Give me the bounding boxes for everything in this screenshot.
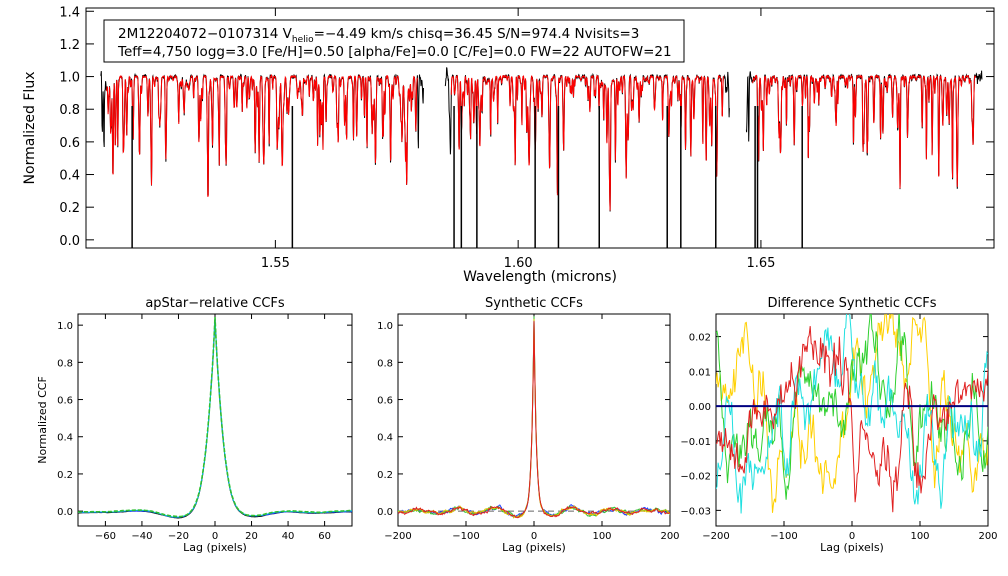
apstar-ccf-title: apStar−relative CCFs — [145, 296, 285, 311]
spectrum-axes: 1.55 1.60 1.65 0.0 0.2 0.4 0.6 0.8 1.0 1.2 1.4 Wave… — [22, 5, 995, 285]
synthetic-ccf-xtick-label: −100 — [452, 531, 479, 542]
synthetic-ccf-ytick-label: 0.8 — [377, 358, 393, 369]
difference-ccf-line — [716, 314, 988, 514]
apstar-ccf-ytick-label: 0.4 — [57, 433, 73, 444]
difference-ccf-xtick-label: −100 — [770, 531, 797, 542]
synthetic-ccf-title: Synthetic CCFs — [485, 296, 583, 311]
spectrum-ytick-label: 0.0 — [59, 234, 80, 249]
apstar-ccf-line — [78, 318, 352, 519]
spectrum-ytick-label: 1.2 — [59, 38, 80, 53]
spectrum-ytick-label: 0.4 — [59, 169, 80, 184]
spectrum-ytick-label: 0.2 — [59, 201, 80, 216]
apstar-ccf-axes: −60 −40 −20 0 20 40 60 0.0 0.2 0.4 0.6 0.8 1.0 Lag (p… — [36, 296, 353, 554]
spectrum-synthetic-line — [450, 73, 724, 211]
difference-ccf-line — [716, 314, 988, 513]
difference-ccf-ytick-label: −0.01 — [680, 437, 711, 448]
info-line-2: Teff=4,750 logg=3.0 [Fe/H]=0.50 [alpha/F… — [117, 44, 672, 60]
synthetic-ccf-xtick-label: −200 — [384, 531, 411, 542]
difference-ccf-line — [716, 314, 988, 500]
synthetic-ccf-xlabel: Lag (pixels) — [502, 541, 566, 554]
synthetic-ccf-ytick-label: 0.4 — [377, 433, 393, 444]
synthetic-ccf-line — [398, 321, 670, 519]
synthetic-ccf-ytick-label: 0.2 — [377, 470, 393, 481]
spectrum-ytick-label: 1.4 — [59, 5, 80, 20]
difference-ccf-xtick-label: 0 — [849, 531, 855, 542]
spectrum-ytick-label: 0.6 — [59, 136, 80, 151]
difference-ccf-xtick-label: −200 — [702, 531, 729, 542]
spectrum-synthetic-line — [752, 73, 977, 189]
apstar-ccf-xtick-label: 60 — [318, 531, 331, 542]
apstar-ccf-xtick-label: −40 — [131, 531, 152, 542]
spectrum-synthetic-line — [106, 73, 418, 197]
difference-ccf-line — [716, 326, 988, 513]
apstar-ccf-frame — [77, 313, 353, 527]
apstar-ccf-ytick-label: 1.0 — [57, 321, 73, 332]
apstar-ccf-xtick-label: 0 — [212, 531, 218, 542]
apstar-ccf-ytick-label: 0.8 — [57, 358, 73, 369]
spectrum-xtick-label: 1.65 — [746, 256, 775, 271]
spectrum-frame — [85, 7, 995, 249]
info-vhelio-subscript: helio — [292, 35, 314, 45]
difference-ccf-ytick-label: 0.02 — [689, 333, 711, 344]
info-vhelio-value: =−4.49 km/s chisq=36.45 S/N=974.4 Nvisit… — [314, 26, 640, 42]
apstar-ccf-ytick-label: 0.0 — [57, 507, 73, 518]
difference-ccf-ytick-label: −0.02 — [680, 472, 711, 483]
difference-ccf-axes: −200 −100 0 100 200 −0.03 −0.02 −0.01 0.00 0.01 0.… — [680, 296, 997, 554]
difference-ccf-xtick-label: 100 — [910, 531, 929, 542]
synthetic-plot-area — [398, 316, 670, 519]
apstar-ccf-xlabel: Lag (pixels) — [183, 541, 247, 554]
spectrum-ytick-label: 0.8 — [59, 103, 80, 118]
spectrum-xlabel: Wavelength (microns) — [463, 269, 617, 285]
apstar-ccf-ylabel: Normalized CCF — [36, 376, 49, 464]
info-line-1: 2M12204072−0107314 Vhelio=−4.49 km/s chi… — [118, 26, 639, 45]
apstar-plot-area — [78, 316, 352, 519]
synthetic-ccf-xtick-label: 100 — [592, 531, 611, 542]
info-box-frame — [103, 19, 685, 63]
synthetic-ccf-ytick-label: 0.0 — [377, 507, 393, 518]
difference-ccf-ytick-label: −0.03 — [680, 506, 711, 517]
apstar-ccf-line — [78, 317, 352, 518]
spectrum-ytick-label: 1.0 — [59, 71, 80, 86]
spectrum-plot-area — [100, 67, 983, 248]
difference-ccf-title: Difference Synthetic CCFs — [767, 296, 936, 311]
apstar-ccf-ytick-label: 0.6 — [57, 396, 73, 407]
apstar-ccf-ytick-label: 0.2 — [57, 470, 73, 481]
apstar-ccf-line — [78, 317, 352, 518]
spectrum-xtick-label: 1.60 — [504, 256, 533, 271]
synthetic-ccf-line — [398, 318, 670, 519]
synthetic-ccf-ytick-label: 1.0 — [377, 321, 393, 332]
synthetic-ccf-xtick-label: 0 — [531, 531, 537, 542]
spectrum-ylabel: Normalized Flux — [22, 72, 38, 185]
apstar-ccf-xtick-label: −60 — [95, 531, 116, 542]
difference-ccf-ytick-label: 0.00 — [689, 402, 711, 413]
apstar-ccf-xtick-label: −20 — [168, 531, 189, 542]
apstar-ccf-xtick-label: 20 — [245, 531, 258, 542]
synthetic-ccf-ytick-label: 0.6 — [377, 396, 393, 407]
spectrum-info-box: 2M12204072−0107314 Vhelio=−4.49 km/s chi… — [103, 19, 685, 63]
synthetic-ccf-axes: −200 −100 0 100 200 0.0 0.2 0.4 0.6 0.8 1.0 Lag (pi… — [377, 296, 679, 554]
difference-plot-area — [716, 314, 988, 514]
apstar-ccf-xtick-label: 40 — [282, 531, 295, 542]
info-star-id: 2M12204072−0107314 V — [118, 26, 293, 42]
difference-ccf-xtick-label: 200 — [978, 531, 997, 542]
difference-ccf-xlabel: Lag (pixels) — [820, 541, 884, 554]
synthetic-ccf-xtick-label: 200 — [660, 531, 679, 542]
spectrum-xtick-label: 1.55 — [261, 256, 290, 271]
difference-ccf-ytick-label: 0.01 — [689, 367, 711, 378]
apstar-ccf-line — [78, 316, 352, 518]
